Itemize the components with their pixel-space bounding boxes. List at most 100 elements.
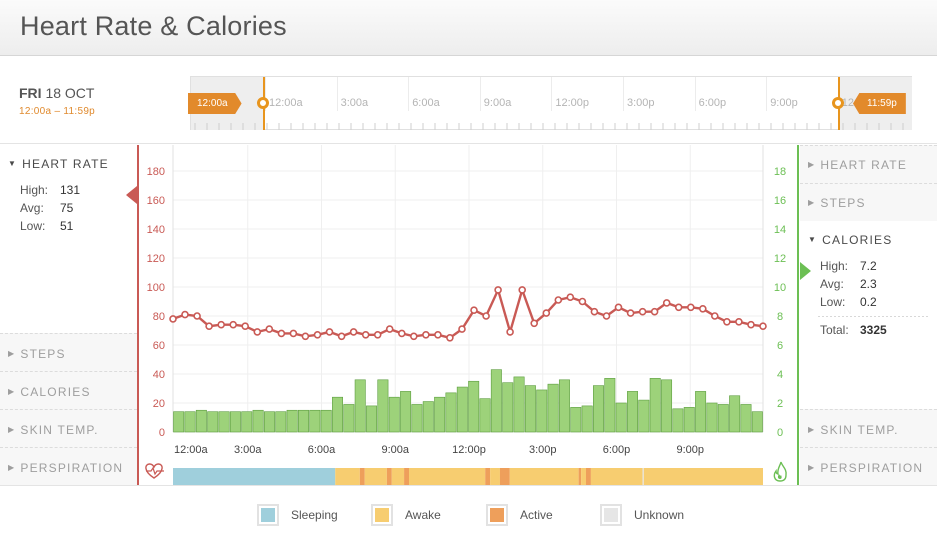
heart-rate-point — [662, 299, 671, 307]
caret-right-icon: ▶ — [8, 425, 16, 434]
heart-rate-point — [385, 325, 394, 333]
calories-tick-label: 14 — [774, 224, 786, 236]
calories-bar — [229, 411, 241, 433]
heart-rate-point — [277, 329, 286, 338]
timeline-tick-label: 3:00p — [627, 97, 655, 109]
calories-bar — [593, 385, 604, 433]
timeline-separator — [479, 77, 481, 111]
perspiration-right-section-header[interactable]: ▶ PERSPIRATION — [800, 447, 937, 485]
calories-bar — [513, 376, 525, 433]
date-text: 18 OCT — [45, 85, 95, 101]
perspiration-title: PERSPIRATION — [20, 461, 124, 475]
x-axis-tick-label: 6:00p — [603, 444, 631, 456]
steps-right-section-header[interactable]: ▶ STEPS — [800, 183, 937, 221]
timeline-separator — [623, 77, 624, 111]
legend-swatch — [600, 504, 622, 526]
flame-outer — [773, 461, 787, 482]
activity-segment-awake — [409, 468, 486, 485]
heart-rate-tick-label: 60 — [153, 340, 165, 352]
header-bar: Heart Rate & Calories — [0, 0, 937, 56]
heart-rate-point — [181, 310, 189, 319]
heart-rate-point — [409, 332, 418, 341]
legend-label: Active — [520, 508, 553, 522]
activity-segment-active — [578, 468, 582, 485]
calories-bar — [751, 411, 763, 433]
calories-bar — [422, 401, 434, 433]
heart-rate-right-section-header[interactable]: ▶ HEART RATE — [800, 145, 937, 183]
heart-rate-point — [710, 312, 719, 320]
heart-rate-point — [337, 332, 346, 341]
calories-bar — [581, 405, 593, 433]
activity-segment-sleeping — [173, 468, 336, 485]
calories-tick-label: 10 — [774, 282, 786, 294]
page-title: Heart Rate & Calories — [20, 11, 287, 41]
heart-rate-point — [566, 293, 575, 301]
timeline-tick-label: 12:00a — [269, 97, 303, 109]
heart-rate-point — [578, 297, 587, 306]
calories-bar — [400, 391, 412, 433]
skin-temp-right-section-header[interactable]: ▶ SKIN TEMP. — [800, 409, 937, 447]
heart-rate-avg: Avg: 75 — [20, 201, 73, 215]
stat-label: Low: — [20, 219, 46, 233]
stat-value: 0.2 — [860, 295, 877, 309]
calories-bar — [683, 407, 695, 433]
calories-bar — [207, 411, 219, 433]
heart-pulse-icon — [145, 463, 164, 479]
calories-tick-label: 8 — [777, 311, 783, 323]
calories-tick-label: 18 — [774, 166, 786, 178]
timeline-scrubber[interactable]: 12:00a 3:00a 6:00a 9:00a 12:00p 3:00p 6:00p 9:0… — [190, 76, 912, 130]
skin-temp-section-header[interactable]: ▶ SKIN TEMP. — [0, 409, 137, 447]
heart-rate-axis-marker — [126, 186, 137, 204]
heart-rate-point — [554, 296, 563, 304]
calories-bar — [661, 379, 673, 433]
heart-rate-point — [506, 328, 514, 336]
calories-bar — [263, 411, 275, 433]
legend-label: Unknown — [634, 508, 685, 522]
calories-bar — [490, 369, 502, 433]
date-band: FRI 18 OCT 12:00a – 11:59p 12:00a 3:00a 6:… — [0, 56, 937, 144]
stat-value: 75 — [60, 201, 74, 215]
caret-right-icon: ▶ — [8, 349, 16, 358]
stat-value: 51 — [60, 219, 74, 233]
heart-rate-point — [638, 307, 647, 316]
heart-rate-section-header[interactable]: ▼ HEART RATE — [8, 157, 109, 171]
steps-section-header[interactable]: ▶ STEPS — [0, 333, 137, 371]
timeline-separator — [694, 77, 696, 111]
heart-rate-point — [494, 286, 502, 294]
pulse-line — [146, 466, 164, 476]
heart-rate-point — [229, 320, 237, 329]
timeline-separator — [551, 77, 553, 111]
steps-right-title: STEPS — [820, 196, 866, 210]
calories-axis-marker — [800, 262, 811, 280]
timeline-end-flag[interactable]: 11:59p — [853, 93, 906, 114]
stat-label: High: — [20, 183, 49, 197]
caret-right-icon: ▶ — [8, 463, 16, 472]
timeline-tick-label: 9:00a — [483, 97, 512, 109]
calories-bar — [740, 404, 752, 433]
timeline-start-knob[interactable] — [257, 97, 269, 109]
calories-bar — [388, 396, 400, 433]
legend-swatch-fill — [604, 508, 618, 522]
timeline-tick-label: 6:00p — [698, 97, 727, 109]
activity-segment-active — [386, 468, 392, 485]
calories-right-section-header[interactable]: ▼ CALORIES — [808, 233, 892, 247]
calories-bar — [456, 386, 468, 433]
activity-segment-awake — [335, 468, 360, 485]
activity-segment-awake — [581, 468, 586, 485]
calories-bar — [615, 402, 627, 433]
calories-bar — [275, 411, 287, 433]
calories-bar — [320, 409, 332, 433]
heart-rate-calories-chart[interactable]: 0 20 40 60 80 100 120 140 160 180 0 2 4 6 8 10 12 14 16 18 1… — [137, 145, 800, 485]
date-time-range: 12:00a – 11:59p — [19, 106, 96, 117]
calories-bar — [570, 407, 582, 433]
timeline-start-flag[interactable]: 12:00a — [188, 93, 242, 114]
perspiration-section-header[interactable]: ▶ PERSPIRATION — [0, 447, 137, 485]
x-axis-tick-label: 3:00p — [529, 444, 557, 456]
stat-label: Total: — [820, 323, 849, 337]
calories-section-header[interactable]: ▶ CALORIES — [0, 371, 137, 409]
left-metric-panel: ▼ HEART RATE High: 131 Avg: 75 Low: 51 ▶ STEP… — [0, 145, 137, 485]
timeline-end-knob[interactable] — [832, 97, 844, 109]
activity-segment-active — [359, 468, 365, 485]
calories-bar — [558, 379, 570, 433]
caret-down-icon: ▼ — [808, 235, 818, 244]
